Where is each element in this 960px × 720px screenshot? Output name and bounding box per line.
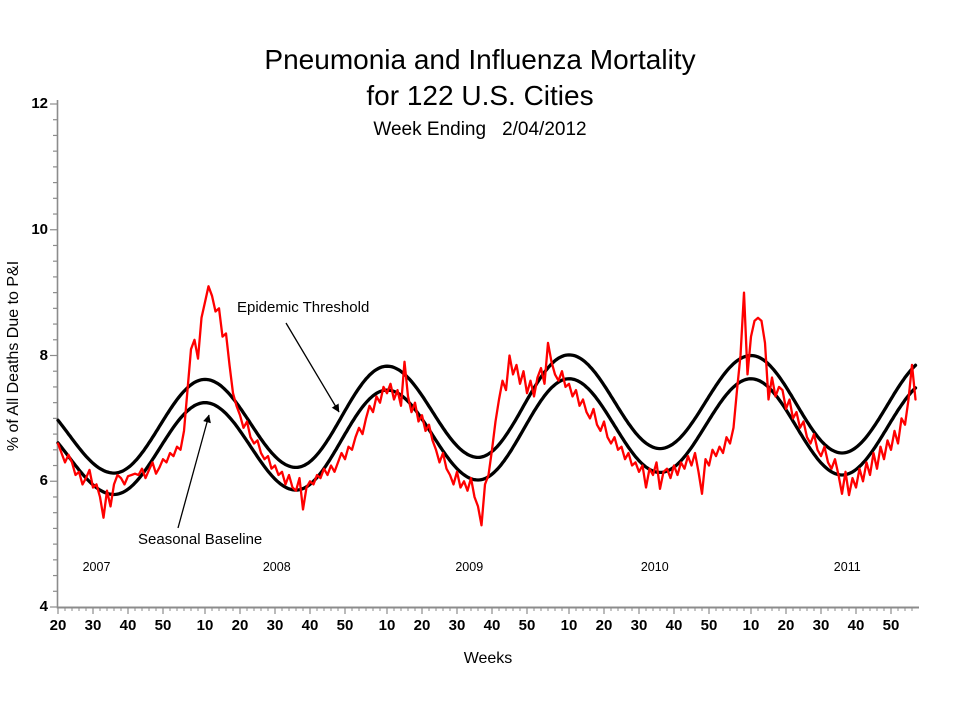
x-tick-label: 10 [742, 617, 760, 634]
y-tick-label: 4 [39, 598, 48, 615]
x-tick-label: 40 [483, 617, 501, 634]
x-tick-label: 20 [595, 617, 613, 634]
x-tick-label: 10 [196, 617, 214, 634]
x-tick-label: 20 [49, 617, 67, 634]
x-tick-label: 50 [154, 617, 172, 634]
week-ending-line: Week Ending 2/04/2012 [0, 118, 960, 142]
x-tick-label: 30 [266, 617, 284, 634]
week-ending-date: 2/04/2012 [502, 119, 587, 140]
y-tick-label: 8 [39, 346, 48, 364]
x-tick-label: 50 [518, 617, 536, 634]
x-tick-label: 20 [777, 617, 795, 634]
x-tick-label: 40 [119, 617, 137, 634]
y-tick-label: 6 [39, 472, 48, 490]
page-subtitle: for 122 U.S. Cities [366, 80, 594, 111]
week-ending-label: Week Ending [373, 119, 487, 140]
page-title: Pneumonia and Influenza Mortality [264, 44, 696, 75]
epidemic-threshold-line [56, 353, 918, 475]
annotation-seasonal-baseline: Seasonal Baseline [138, 531, 263, 548]
x-tick-label: 10 [560, 617, 578, 634]
annotation-epidemic-threshold: Epidemic Threshold [237, 299, 370, 316]
annotation-arrow-epidemic-threshold [285, 322, 340, 413]
x-tick-label: 30 [84, 617, 102, 634]
x-tick-label: 30 [448, 617, 466, 634]
x-tick-label: 30 [812, 617, 830, 634]
x-tick-label: 20 [413, 617, 431, 634]
annotation-arrow-seasonal-baseline [177, 414, 211, 529]
x-tick-label: 30 [630, 617, 648, 634]
x-tick-label: 40 [665, 617, 683, 634]
x-axis-title: Weeks [463, 650, 513, 667]
x-tick-label: 50 [882, 617, 900, 634]
year-label: 2010 [640, 560, 669, 574]
x-tick-label: 50 [700, 617, 718, 634]
y-tick-label: 10 [31, 220, 48, 238]
year-label: 2009 [455, 560, 484, 574]
y-axis-title: % of All Deaths Due to P&I [5, 260, 22, 452]
year-label: 2011 [833, 560, 861, 574]
x-tick-label: 10 [378, 617, 396, 634]
year-label: 2007 [82, 560, 111, 574]
x-tick-label: 50 [336, 617, 354, 634]
x-tick-label: 20 [231, 617, 249, 634]
title-block: Pneumonia and Influenza Mortality for 12… [0, 42, 960, 142]
y-tick-label: 12 [31, 95, 48, 112]
year-label: 2008 [262, 560, 291, 574]
x-tick-label: 40 [847, 617, 865, 634]
observed-pi-line [56, 285, 917, 527]
x-tick-label: 40 [301, 617, 319, 634]
